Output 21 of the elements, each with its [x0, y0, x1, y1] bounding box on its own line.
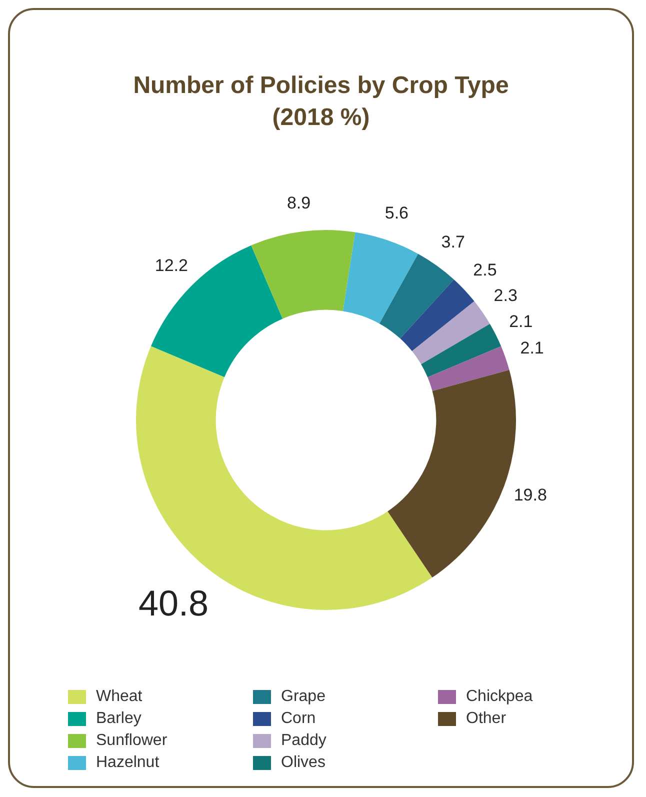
- data-label: 40.8: [138, 582, 209, 624]
- legend-label: Grape: [281, 688, 326, 706]
- chart-title: Number of Policies by Crop Type (2018 %): [132, 71, 510, 133]
- data-label: 2.5: [473, 260, 497, 280]
- legend-label: Other: [466, 710, 506, 728]
- legend-label: Sunflower: [96, 732, 168, 750]
- data-label: 2.1: [520, 338, 544, 358]
- data-label: 2.3: [494, 286, 518, 306]
- data-label: 2.1: [509, 312, 533, 332]
- legend-label: Chickpea: [466, 688, 533, 706]
- data-label: 5.6: [384, 203, 409, 222]
- legend-label: Olives: [281, 754, 326, 772]
- data-label: 3.7: [441, 232, 465, 252]
- data-label: 8.9: [286, 193, 311, 212]
- data-label: 12.2: [154, 256, 188, 275]
- data-label: 19.8: [514, 486, 547, 505]
- legend-label: Corn: [281, 710, 316, 728]
- legend-label: Paddy: [281, 732, 326, 750]
- legend-label: Barley: [96, 710, 142, 728]
- legend-label: Wheat: [96, 688, 142, 706]
- legend-label: Hazelnut: [96, 754, 160, 772]
